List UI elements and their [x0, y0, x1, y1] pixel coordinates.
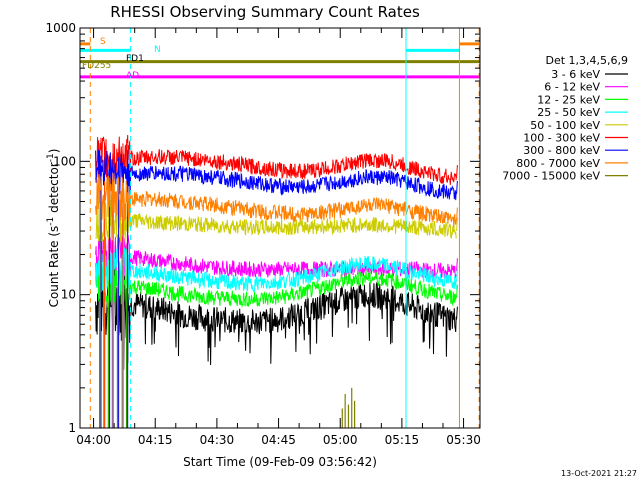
series-8 — [341, 387, 356, 428]
x-axis-label: Start Time (09-Feb-09 03:56:42) — [183, 455, 377, 469]
series-mark — [456, 268, 458, 282]
x-tick-label: 05:15 — [385, 433, 420, 447]
x-tick-label: 05:30 — [446, 433, 481, 447]
y-tick-label: 1000 — [45, 21, 76, 35]
chart-title: RHESSI Observing Summary Count Rates — [110, 3, 420, 21]
flag-label-n: N — [154, 45, 161, 55]
series-mark — [456, 284, 458, 298]
legend-entry-label: 300 - 800 keV — [523, 144, 600, 157]
y-tick-label: 10 — [61, 288, 76, 302]
series-mark — [456, 165, 458, 179]
legend-entry-label: 7000 - 15000 keV — [502, 170, 600, 183]
y-axis-label: Count Rate (s-1 detector-1) — [46, 149, 61, 308]
legend-entry-label: 800 - 7000 keV — [516, 157, 600, 170]
x-tick-label: 04:00 — [76, 433, 111, 447]
legend-entry-label: 6 - 12 keV — [544, 81, 600, 94]
legend-entry-label: 50 - 100 keV — [530, 119, 600, 132]
series-1 — [95, 231, 458, 428]
plot-area — [80, 28, 480, 428]
y-axis-label-mid: detector — [47, 162, 61, 217]
series-mark — [456, 258, 458, 272]
y-axis: 1 10 100 1000 — [45, 21, 480, 435]
series-line — [95, 264, 457, 370]
generation-timestamp: 13-Oct-2021 21:27 — [561, 469, 637, 478]
series-line — [95, 247, 457, 293]
legend-header: Det 1,3,4,5,6,9 — [545, 54, 628, 67]
x-tick-label: 04:30 — [200, 433, 235, 447]
series-mark — [456, 180, 458, 194]
legend-entry-label: 12 - 25 keV — [537, 93, 600, 106]
series-2 — [95, 261, 458, 428]
x-axis: 04:00 04:15 04:30 04:45 05:00 05:15 05:30 — [76, 28, 481, 447]
legend-entry-label: 25 - 50 keV — [537, 106, 600, 119]
series-line — [95, 194, 457, 243]
flag-label-fd255: FD255 — [82, 61, 111, 71]
series-3 — [95, 247, 458, 428]
flag-label-fd1: FD1 — [126, 54, 144, 64]
y-axis-label-main: Count Rate (s — [47, 226, 61, 308]
y-axis-label-exp1: -1 — [46, 217, 56, 226]
series-line — [95, 261, 457, 308]
y-tick-label: 1 — [68, 421, 76, 435]
y-axis-label-end: ) — [47, 149, 61, 154]
legend-entry-label: 3 - 6 keV — [551, 68, 600, 81]
legend-entry-label: 100 - 300 keV — [523, 132, 600, 145]
series-line — [95, 173, 457, 227]
x-tick-label: 05:00 — [323, 433, 358, 447]
series-mark — [456, 306, 458, 320]
series-line — [95, 149, 457, 201]
series-line — [95, 134, 457, 185]
series-mark — [456, 218, 458, 232]
series-mark — [456, 207, 458, 221]
flag-label-ad: AD — [126, 71, 139, 81]
flag-label-s: S — [100, 37, 106, 47]
x-tick-label: 04:45 — [261, 433, 296, 447]
series-6 — [95, 149, 458, 428]
y-tick-label: 100 — [53, 154, 76, 168]
x-tick-label: 04:15 — [138, 433, 173, 447]
plot-frame — [79, 27, 481, 429]
plot-contents: S N FD255 FD1 AD — [80, 28, 480, 428]
y-axis-label-exp2: -1 — [46, 153, 56, 162]
series-7 — [95, 173, 458, 428]
